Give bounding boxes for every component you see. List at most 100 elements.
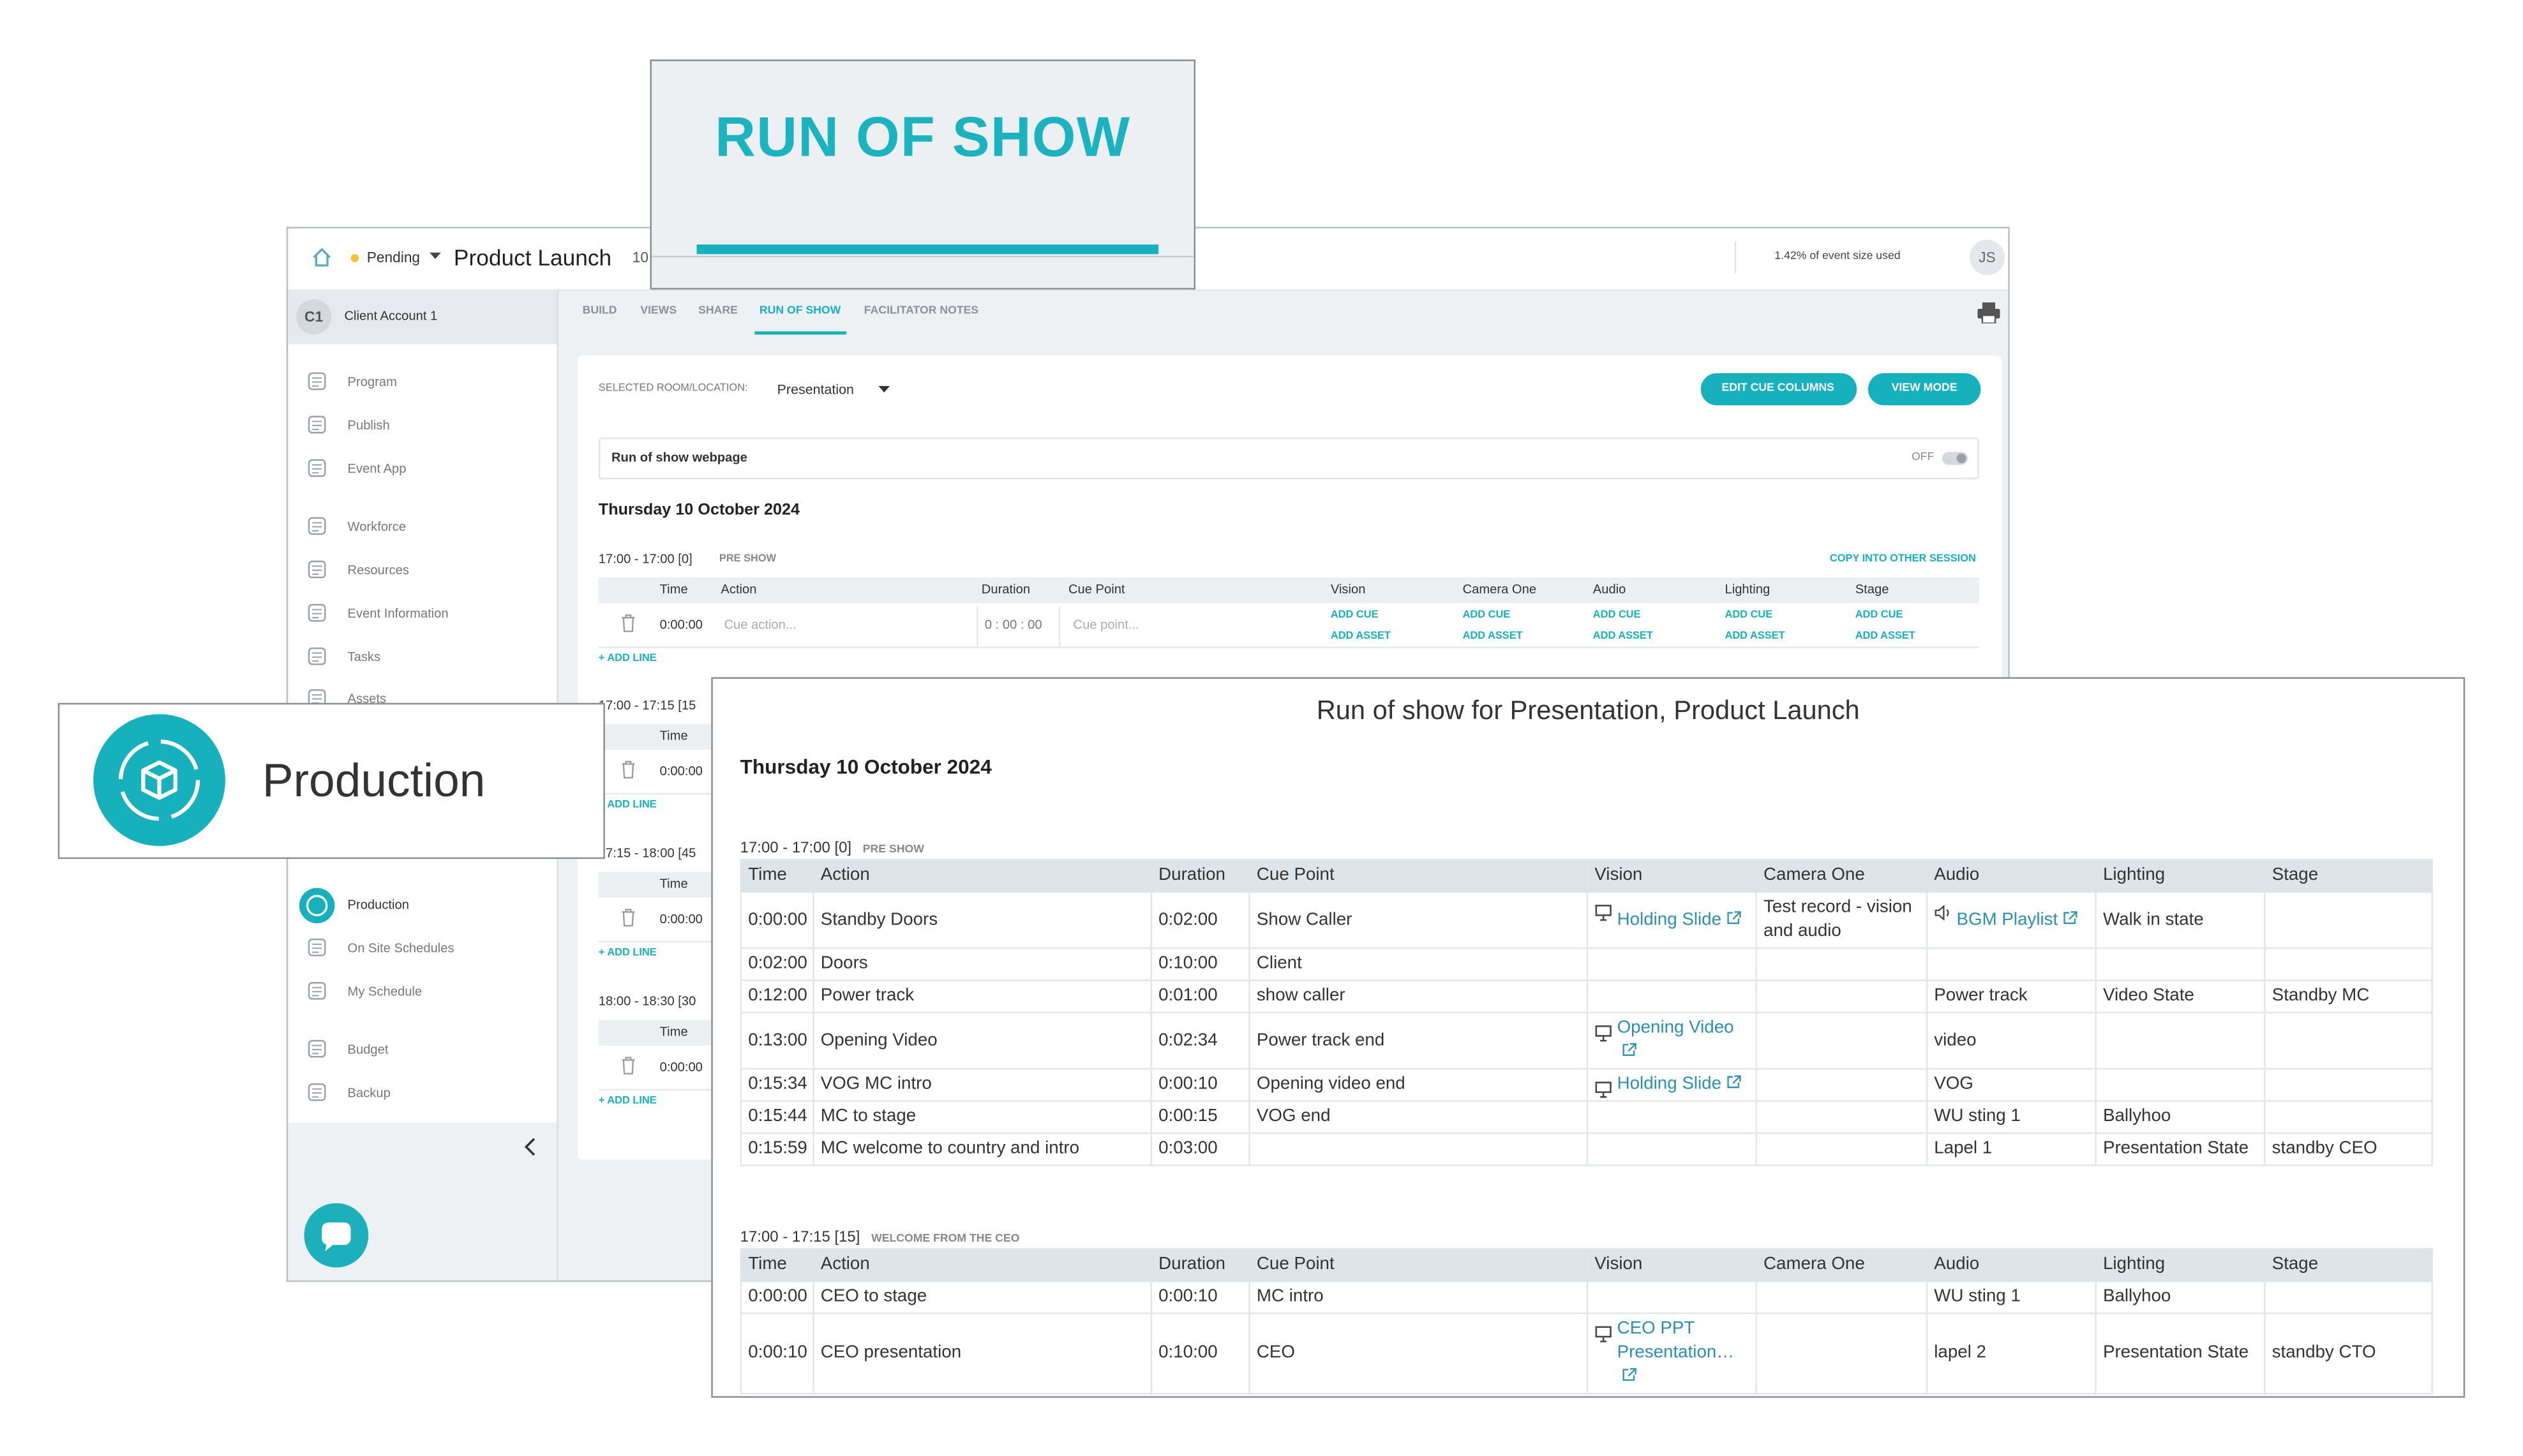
nav-item[interactable]: Resources <box>347 563 409 578</box>
user-avatar[interactable] <box>1969 239 2005 276</box>
asset-link[interactable]: BGM Playlist <box>1956 909 2058 929</box>
session-time: 17:00 - 17:15 [15] <box>740 1229 860 1247</box>
cue-row: 0:15:59 MC welcome to country and intro 0:… <box>740 1132 2433 1166</box>
add-cue[interactable]: ADD CUE <box>1330 609 1379 621</box>
usage-box <box>1734 241 1949 274</box>
external-link-icon[interactable] <box>1726 1074 1742 1089</box>
toggle-knob <box>1956 453 1966 464</box>
add-cue[interactable]: ADD CUE <box>1855 609 1903 621</box>
external-link-icon[interactable] <box>1622 1367 1638 1382</box>
column-header: Stage <box>2264 859 2433 893</box>
cell <box>2264 891 2433 949</box>
cell: Ballyhoo <box>2095 1280 2266 1314</box>
production-badge: Production <box>57 702 605 859</box>
session-heading: 17:00 - 17:15 [15] WELCOME FROM THE CEO <box>740 1224 2446 1247</box>
view-mode-button[interactable] <box>1868 373 1981 406</box>
add-asset[interactable]: ADD ASSET <box>1592 630 1653 642</box>
status[interactable]: Pending <box>366 249 421 265</box>
nav-icon <box>308 689 326 707</box>
room-label: SELECTED ROOM/LOCATION: <box>598 382 748 394</box>
add-asset[interactable]: ADD ASSET <box>1855 630 1915 642</box>
column-header: Audio <box>1926 1248 2097 1282</box>
nav-item[interactable]: Workforce <box>347 519 407 534</box>
external-link-icon[interactable] <box>1726 910 1742 925</box>
cell: lapel 2 <box>1926 1312 2097 1395</box>
nav-icon <box>308 1083 326 1101</box>
nav-item[interactable]: Program <box>347 375 397 390</box>
tab[interactable]: SHARE <box>698 305 738 317</box>
nav-icon <box>308 560 326 579</box>
nav-item[interactable]: My Schedule <box>347 984 423 999</box>
session-time: 18:00 - 18:30 [30 <box>598 993 696 1009</box>
cell <box>1755 1011 1928 1070</box>
tab[interactable]: VIEWS <box>640 305 677 317</box>
nav-item[interactable]: Backup <box>347 1085 391 1101</box>
cue-row <box>598 605 1979 648</box>
add-line[interactable]: + ADD LINE <box>598 1095 657 1107</box>
add-asset[interactable]: ADD ASSET <box>1330 630 1391 642</box>
cell: 0:01:00 <box>1150 979 1250 1014</box>
column-header: Action <box>721 582 757 597</box>
nav-item[interactable]: Publish <box>347 418 390 433</box>
copy-link[interactable]: COPY INTO OTHER SESSION <box>1829 553 1976 565</box>
session-time: 17:00 - 17:00 [0] <box>740 839 852 858</box>
chat-button[interactable] <box>304 1203 369 1268</box>
nav-item[interactable]: Budget <box>347 1042 389 1057</box>
vision-icon <box>1595 1025 1612 1042</box>
add-line[interactable]: + ADD LINE <box>598 799 657 811</box>
add-asset[interactable]: ADD ASSET <box>1725 630 1785 642</box>
nav-icon <box>299 888 335 924</box>
delete-icon[interactable] <box>621 761 636 779</box>
nav-item[interactable]: Production <box>347 897 409 912</box>
asset-link[interactable]: Holding Slide <box>1617 1074 1722 1094</box>
nav-item[interactable]: Event Information <box>347 606 449 621</box>
tab[interactable]: RUN OF SHOW <box>759 305 841 317</box>
external-link-icon[interactable] <box>2063 910 2079 925</box>
asset-link[interactable]: Holding Slide <box>1617 909 1722 929</box>
add-cue[interactable]: ADD CUE <box>1462 609 1511 621</box>
tab[interactable]: BUILD <box>582 305 617 317</box>
column-header: Action <box>812 1248 1153 1282</box>
add-line[interactable]: + ADD LINE <box>598 653 657 665</box>
delete-icon[interactable] <box>621 1057 636 1074</box>
cue-point-input[interactable]: Cue point... <box>1073 618 1139 632</box>
account-avatar <box>296 299 332 335</box>
cell: 0:15:59 <box>740 1132 814 1166</box>
add-cue[interactable]: ADD CUE <box>1592 609 1641 621</box>
column-header: Time <box>740 859 814 893</box>
column-header: Camera One <box>1755 1248 1928 1282</box>
run-of-show-table: Time Action Duration Cue Point Vision Camera … <box>740 859 2433 1166</box>
print-icon[interactable] <box>1977 302 2000 323</box>
room[interactable]: Presentation <box>777 381 854 397</box>
cue-row: 0:00:10 CEO presentation 0:10:00 CEO CEO PPT… <box>740 1312 2433 1395</box>
nav-item[interactable]: On Site Schedules <box>347 940 454 956</box>
delete-icon[interactable] <box>621 614 636 632</box>
tab[interactable]: FACILITATOR NOTES <box>864 305 979 317</box>
account-name: Client Account 1 <box>344 309 438 323</box>
external-link-icon[interactable] <box>1622 1043 1638 1057</box>
banner: RUN OF SHOW <box>650 59 1196 290</box>
home-icon[interactable] <box>311 246 333 269</box>
asset-link[interactable]: CEO PPT Presentation… <box>1617 1319 1735 1363</box>
column-header: Duration <box>981 582 1031 597</box>
cue-duration[interactable]: 0 : 00 : 00 <box>984 618 1042 632</box>
cue-action-input[interactable]: Cue action... <box>724 618 797 632</box>
production-icon <box>93 714 225 847</box>
add-line[interactable]: + ADD LINE <box>598 947 657 959</box>
session-time: 17:00 - 17:15 [15 <box>598 698 696 713</box>
add-cue[interactable]: ADD CUE <box>1725 609 1773 621</box>
add-asset[interactable]: ADD ASSET <box>1462 630 1523 642</box>
column-header: Time <box>659 876 688 891</box>
asset-link[interactable]: Opening Video <box>1617 1018 1734 1038</box>
nav-item[interactable]: Tasks <box>347 650 381 665</box>
nav-item[interactable]: Assets <box>347 692 387 706</box>
cell: show caller <box>1248 979 1589 1014</box>
cell <box>1586 947 1757 981</box>
nav-item[interactable]: Event App <box>347 461 407 477</box>
delete-icon[interactable] <box>621 909 636 926</box>
edit-cue-columns-button[interactable] <box>1700 373 1857 406</box>
cell <box>1755 947 1928 981</box>
account-row <box>288 289 557 345</box>
collapse-button[interactable] <box>523 1137 539 1156</box>
nav-icon <box>308 647 326 665</box>
